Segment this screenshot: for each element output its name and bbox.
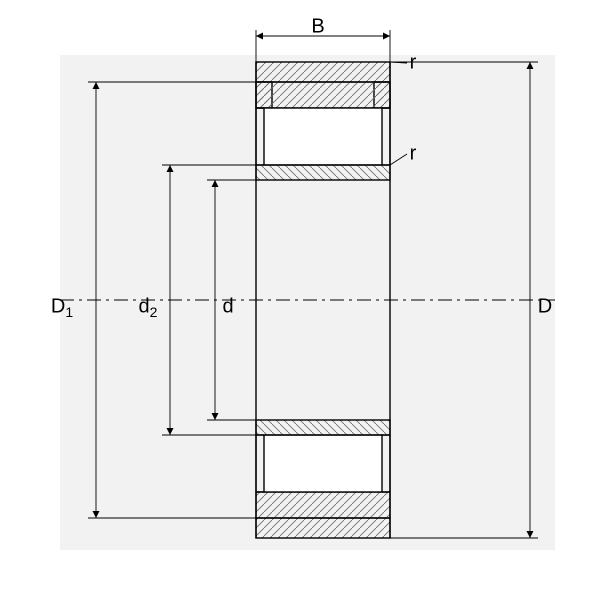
svg-text:d: d [222,295,233,317]
svg-text:r: r [410,142,417,164]
svg-text:r: r [410,51,417,73]
bearing-cross-section-diagram: BDD1dd2rr [0,0,600,600]
svg-text:D: D [538,295,552,317]
svg-text:B: B [311,15,324,37]
